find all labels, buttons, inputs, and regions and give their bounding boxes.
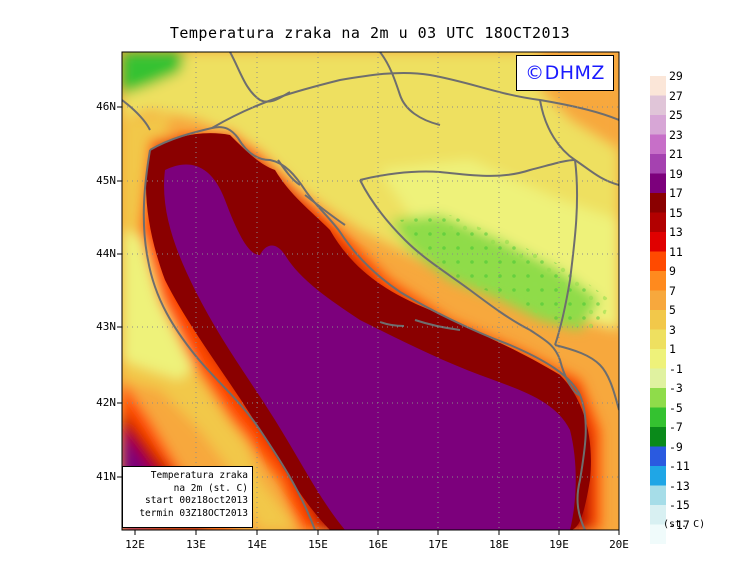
lon-label: 19E — [549, 538, 569, 551]
colorbar-swatch — [650, 485, 666, 505]
colorbar-swatch — [650, 173, 666, 193]
colorbar-swatch — [650, 115, 666, 135]
lon-label: 13E — [186, 538, 206, 551]
colorbar-swatch — [650, 232, 666, 252]
map-title: Temperatura zraka na 2m u 03 UTC 18OCT20… — [169, 24, 571, 42]
colorbar-swatch — [650, 76, 666, 96]
colorbar — [650, 76, 666, 544]
colorbar-label: 25 — [669, 108, 683, 122]
colorbar-swatch — [650, 524, 666, 544]
colorbar-label: 23 — [669, 127, 683, 142]
lon-label: 14E — [247, 538, 267, 551]
colorbar-label: 9 — [669, 264, 676, 278]
colorbar-label: -9 — [669, 439, 683, 454]
colorbar-swatch — [650, 349, 666, 369]
colorbar-swatch — [650, 505, 666, 525]
colorbar-swatch — [650, 290, 666, 310]
colorbar-label: 7 — [669, 283, 676, 298]
colorbar-label: 21 — [669, 147, 683, 161]
dhmz-badge: ©DHMZ — [516, 55, 614, 91]
colorbar-label: 11 — [669, 244, 683, 259]
lon-label: 12E — [125, 538, 145, 551]
colorbar-label: 13 — [669, 225, 683, 239]
lat-label: 42N — [96, 396, 116, 409]
lat-label: 41N — [96, 470, 116, 483]
colorbar-label: 3 — [669, 322, 676, 337]
colorbar-swatch — [650, 310, 666, 330]
colorbar-swatch — [650, 466, 666, 486]
info-box: Temperatura zraka na 2m (st. C) start 00… — [122, 466, 253, 528]
colorbar-swatch — [650, 154, 666, 174]
lat-label: 46N — [96, 100, 116, 113]
colorbar-swatch — [650, 212, 666, 232]
lon-label: 18E — [489, 538, 509, 551]
colorbar-swatch — [650, 193, 666, 213]
axis-ticks — [117, 106, 620, 535]
lat-label: 45N — [96, 174, 116, 187]
coastline-boundaries — [122, 52, 619, 530]
colorbar-swatch — [650, 388, 666, 408]
colorbar-units: (st. C) — [663, 519, 706, 530]
lon-label: 20E — [609, 538, 629, 551]
info-line-variable: Temperatura zraka — [150, 470, 248, 481]
colorbar-label: 27 — [669, 88, 683, 103]
colorbar-swatch — [650, 95, 666, 115]
colorbar-label: -5 — [669, 400, 683, 415]
colorbar-label: 29 — [669, 69, 683, 83]
colorbar-swatch — [650, 134, 666, 154]
colorbar-label: 17 — [669, 186, 683, 200]
colorbar-label: 5 — [669, 303, 676, 317]
colorbar-label: -11 — [669, 459, 690, 473]
colorbar-swatch — [650, 407, 666, 427]
colorbar-label: -7 — [669, 420, 683, 434]
colorbar-swatch — [650, 271, 666, 291]
info-line-start: start 00z18oct2013 — [145, 495, 248, 506]
lat-label: 44N — [96, 247, 116, 260]
lon-label: 17E — [428, 538, 448, 551]
colorbar-label: 15 — [669, 205, 683, 220]
map-frame — [121, 51, 620, 531]
colorbar-label: -3 — [669, 381, 683, 395]
lat-label: 43N — [96, 320, 116, 333]
info-line-termin: termin 03Z18OCT2013 — [139, 507, 248, 519]
colorbar-label: 19 — [669, 166, 683, 181]
colorbar-label: -15 — [669, 498, 690, 512]
colorbar-swatch — [650, 329, 666, 349]
colorbar-label: -13 — [669, 478, 690, 493]
colorbar-swatch — [650, 251, 666, 271]
colorbar-label: 1 — [669, 342, 676, 356]
colorbar-swatch — [650, 427, 666, 447]
lon-label: 16E — [368, 538, 388, 551]
colorbar-swatch — [650, 446, 666, 466]
info-line-units: na 2m (st. C) — [173, 482, 248, 494]
temperature-field — [122, 52, 619, 530]
colorbar-swatch — [650, 368, 666, 388]
colorbar-label: -17 — [669, 517, 690, 532]
colorbar-label: -1 — [669, 361, 683, 376]
lon-label: 15E — [308, 538, 328, 551]
